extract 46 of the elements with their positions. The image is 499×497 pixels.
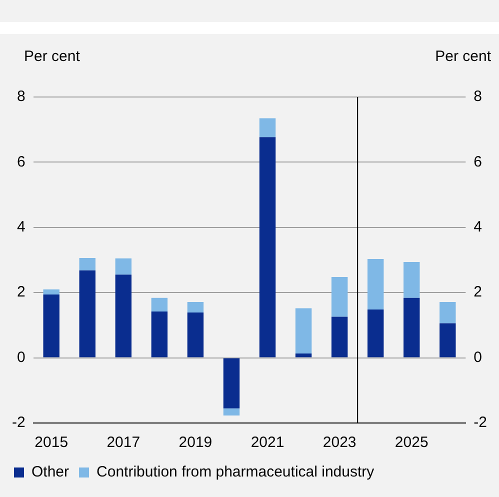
bar [331,316,348,358]
y-tick-label: 8 [16,88,26,106]
y-tick-label: 2 [16,284,26,301]
bar [43,289,60,295]
bar [187,312,204,358]
x-tick-label: 2025 [394,434,428,452]
x-tick-label: 2019 [178,434,212,452]
y2-tick-label: 8 [474,88,482,106]
bar [404,298,420,358]
bar [115,274,132,358]
bar [367,259,384,310]
bar [259,137,276,358]
bar [151,298,168,312]
bar [331,276,348,317]
bar [223,408,240,416]
bar [151,312,168,358]
y-tick-label: 0 [16,348,26,366]
y-tick-label: -2 [12,414,26,432]
y-tick-label: 4 [16,218,26,236]
x-tick-label: 2021 [250,434,284,452]
y-tick-label: 6 [16,153,26,170]
bar [43,294,60,358]
y2-tick-label: 2 [474,284,482,301]
y2-tick-label: 0 [474,348,482,366]
bar [223,358,240,408]
x-tick-label: 2023 [322,434,356,452]
y2-tick-label: -2 [474,414,488,432]
bar [259,118,276,138]
bar [79,270,96,358]
bar [79,258,96,270]
y2-axis-title: Per cent [435,48,491,65]
legend-label: Contribution from pharmaceutical industry [96,464,375,481]
y2-tick-label: 6 [474,153,482,170]
y2-tick-label: 4 [474,218,482,236]
bar [295,308,312,354]
legend-label: Other [32,464,70,481]
bar [187,302,204,312]
bar [440,302,456,324]
bar [115,258,132,275]
x-tick-label: 2017 [106,434,140,452]
x-tick-label: 2015 [34,434,68,452]
bar [440,323,456,358]
y-axis-title: Per cent [24,48,80,65]
bar [367,310,384,358]
bar [295,354,312,358]
bar [404,262,420,298]
